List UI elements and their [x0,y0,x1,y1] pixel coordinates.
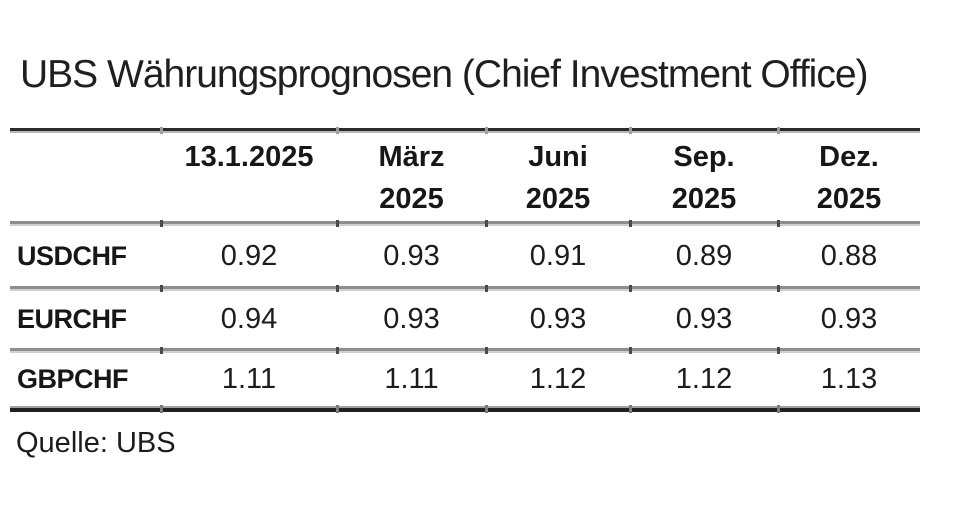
column-header-line1: 13.1.2025 [184,141,314,173]
table-row-gbpchf: GBPCHF 1.11 1.11 1.12 1.12 1.13 [10,353,920,406]
column-tick [160,285,163,292]
column-tick [336,220,339,227]
column-header-line1: März [378,141,445,173]
table-cell: 0.93 [529,303,587,335]
column-tick [485,405,488,413]
column-header-line1: Dez. [819,141,879,173]
column-tick [485,285,488,292]
table-cell: 0.93 [675,303,733,335]
column-header-empty [10,133,161,136]
table-cell: 0.92 [220,239,278,272]
table-row-eurchf: EURCHF 0.94 0.93 0.93 0.93 0.93 [10,291,920,348]
row-label-usdchf: USDCHF [17,240,127,271]
table-cell: 0.89 [675,239,733,272]
row-label-gbpchf: GBPCHF [17,364,129,394]
table-cell: 1.13 [820,363,878,395]
table-cell: 0.93 [383,303,440,335]
column-header-line2: 2025 [816,183,882,215]
column-header-line2: 2025 [379,183,444,215]
column-header-line1: Sep. [673,141,735,173]
column-tick [336,347,339,354]
column-tick [336,127,339,134]
column-tick [777,220,780,227]
column-header-line2: 2025 [525,183,591,215]
column-tick [160,220,163,227]
table-cell: 1.11 [384,363,439,395]
column-header-dez: Dez. 2025 [778,133,920,220]
column-tick [160,127,163,134]
table-rule-top [10,127,920,134]
column-tick [485,127,488,134]
table-rule-row [10,347,920,354]
column-tick [160,347,163,354]
column-tick [777,347,780,354]
column-tick [485,347,488,354]
column-header-juni: Juni 2025 [486,133,630,220]
column-header-line2: 2025 [671,183,737,215]
table-cell: 1.11 [221,363,277,395]
forecast-table: 13.1.2025 März 2025 Juni 2025 Sep. 2025 … [10,127,920,413]
column-tick [777,285,780,292]
column-header-maerz: März 2025 [337,133,486,220]
column-header-sep: Sep. 2025 [630,133,778,220]
table-header-row: 13.1.2025 März 2025 Juni 2025 Sep. 2025 … [10,133,920,221]
table-cell: 1.12 [529,363,587,395]
table-cell: 0.88 [820,239,878,272]
column-tick [629,285,632,292]
column-tick [336,285,339,292]
table-cell: 0.91 [529,239,587,272]
column-tick [629,127,632,134]
column-header-spot: 13.1.2025 [161,133,337,178]
column-tick [160,405,163,413]
page-title: UBS Währungsprognosen (Chief Investment … [20,53,869,96]
table-cell: 0.93 [383,239,440,272]
table-rule-header [10,220,920,227]
column-tick [629,347,632,354]
column-tick [629,220,632,227]
table-cell: 0.93 [820,303,878,335]
table-cell: 0.94 [220,303,278,335]
table-rule-bottom [10,405,920,413]
row-label-eurchf: EURCHF [17,304,127,334]
table-cell: 1.12 [675,363,733,395]
table-rule-row [10,285,920,292]
column-tick [336,405,339,413]
column-header-line1: Juni [528,141,588,173]
table-row-usdchf: USDCHF 0.92 0.93 0.91 0.89 0.88 [10,226,920,286]
column-tick [485,220,488,227]
column-tick [629,405,632,413]
column-tick [777,127,780,134]
source-note: Quelle: UBS [16,427,176,459]
column-tick [777,405,780,413]
